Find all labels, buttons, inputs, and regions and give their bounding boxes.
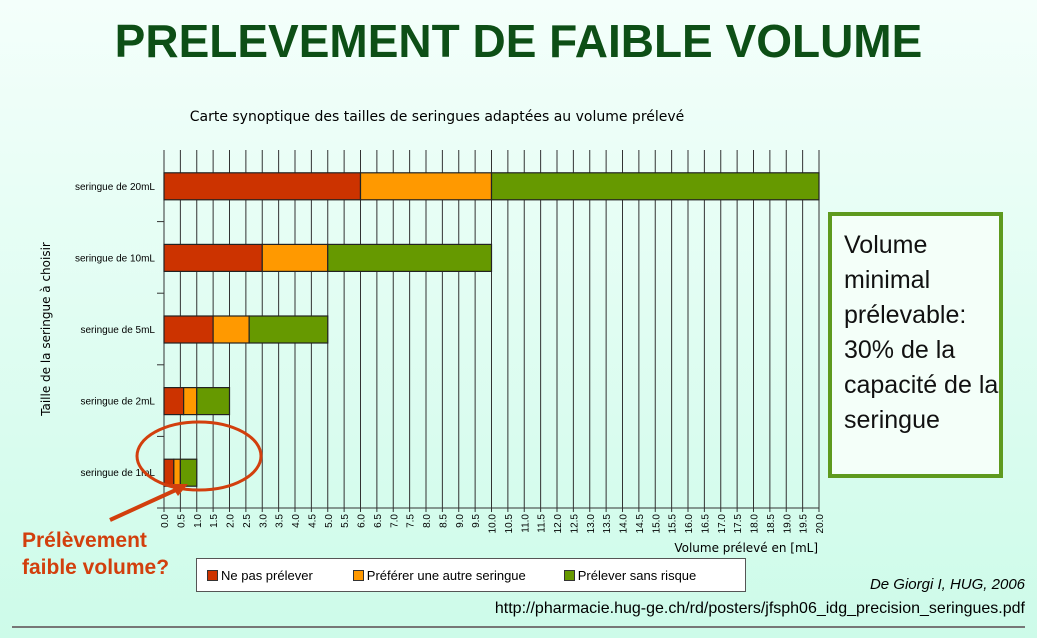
x-tick-label: 3.5 [275, 514, 286, 528]
y-tick-label: seringue de 20mL [75, 182, 155, 193]
bar-segment [490, 172, 820, 201]
legend-label: Prélever sans risque [577, 567, 697, 583]
x-tick-label: 3.0 [258, 514, 269, 528]
x-tick-label: 7.5 [406, 514, 417, 528]
x-tick-label: 19.0 [782, 514, 793, 534]
chart-legend: Ne pas prélever Préférer une autre sering… [196, 558, 746, 592]
arrow-head [170, 484, 188, 496]
bar-segment [179, 458, 198, 487]
bar-segment [163, 458, 175, 487]
legend-swatch [352, 569, 364, 581]
x-tick-label: 14.5 [635, 514, 646, 534]
x-tick-label: 17.0 [717, 514, 728, 534]
bar-segment [196, 387, 231, 416]
x-tick-label: 16.5 [700, 514, 711, 534]
legend-label: Ne pas prélever [221, 567, 313, 583]
x-tick-label: 2.0 [226, 514, 237, 528]
x-tick-label: 1.0 [193, 514, 204, 528]
y-tick-label: seringue de 1mL [81, 468, 156, 479]
bar-segment [183, 387, 198, 416]
x-tick-label: 6.5 [373, 514, 384, 528]
info-box: Volume minimal prélevable: 30% de la cap… [828, 212, 1003, 478]
x-tick-label: 9.5 [471, 514, 482, 528]
info-box-text: Volume minimal prélevable: 30% de la cap… [844, 231, 999, 434]
bar-segment [163, 172, 362, 201]
legend-item: Prélever sans risque [563, 567, 697, 583]
page-title: PRELEVEMENT DE FAIBLE VOLUME [114, 15, 923, 67]
x-tick-label: 10.5 [504, 514, 515, 534]
x-tick-label: 15.5 [668, 514, 679, 534]
x-tick-label: 1.5 [209, 514, 220, 528]
chart-title: Carte synoptique des tailles de seringue… [190, 109, 685, 125]
divider [12, 626, 1025, 628]
y-tick-label: seringue de 10mL [75, 253, 155, 264]
legend-swatch [563, 569, 575, 581]
x-tick-label: 18.5 [766, 514, 777, 534]
x-tick-label: 14.0 [619, 514, 630, 534]
x-tick-label: 2.5 [242, 514, 253, 528]
x-tick-label: 8.0 [422, 514, 433, 528]
legend-swatch [207, 569, 218, 581]
x-tick-label: 0.5 [176, 514, 187, 528]
bar-segment [212, 315, 250, 344]
x-tick-label: 9.0 [455, 514, 466, 528]
legend-item: Ne pas prélever [207, 568, 313, 583]
x-tick-label: 10.0 [488, 514, 499, 534]
x-tick-label: 5.0 [324, 514, 335, 528]
legend-label: Préférer une autre seringue [366, 567, 526, 583]
bar-segment [163, 387, 185, 416]
bar-segment [173, 458, 181, 487]
bar-segment [163, 315, 214, 344]
x-tick-label: 4.0 [291, 514, 302, 528]
highlight-circle [135, 420, 263, 492]
x-tick-label: 13.0 [586, 514, 597, 534]
x-tick-label: 11.5 [537, 514, 548, 533]
x-tick-label: 7.0 [389, 514, 400, 528]
credit: De Giorgi I, HUG, 2006 [869, 576, 1025, 593]
x-tick-label: 4.5 [307, 514, 318, 528]
callout-label: Prélèvement faible volume? [22, 529, 170, 579]
x-tick-label: 11.0 [520, 514, 531, 533]
bar-segment [359, 172, 493, 201]
callout-arrow [109, 487, 179, 522]
x-tick-label: 18.0 [750, 514, 761, 534]
x-tick-label: 15.0 [651, 514, 662, 534]
x-axis-label: Volume prélevé en [mL] [674, 541, 818, 555]
x-tick-label: 12.0 [553, 514, 564, 534]
callout-text: Prélèvement faible volume? [22, 527, 192, 581]
x-tick-label: 16.0 [684, 514, 695, 534]
y-axis-label: Taille de la seringue à choisir [39, 242, 53, 417]
x-tick-label: 12.5 [569, 514, 580, 534]
bar-segment [163, 243, 263, 272]
legend-item: Préférer une autre seringue [352, 567, 526, 583]
y-tick-label: seringue de 5mL [81, 325, 156, 336]
y-tick-label: seringue de 2mL [81, 397, 156, 408]
x-tick-label: 6.0 [357, 514, 368, 528]
x-tick-label: 8.5 [438, 514, 449, 528]
bar-chart: Carte synoptique des tailles de seringue… [39, 109, 826, 555]
x-tick-label: 13.5 [602, 514, 613, 534]
bar-segment [327, 243, 493, 272]
x-tick-label: 0.0 [160, 514, 171, 528]
x-tick-label: 19.5 [799, 514, 810, 534]
x-tick-label: 17.5 [733, 514, 744, 534]
source-url[interactable]: http://pharmacie.hug-ge.ch/rd/posters/jf… [494, 600, 1025, 617]
bar-segment [248, 315, 329, 344]
bar-segment [261, 243, 329, 272]
x-tick-label: 5.5 [340, 514, 351, 528]
x-tick-label: 20.0 [815, 514, 826, 534]
